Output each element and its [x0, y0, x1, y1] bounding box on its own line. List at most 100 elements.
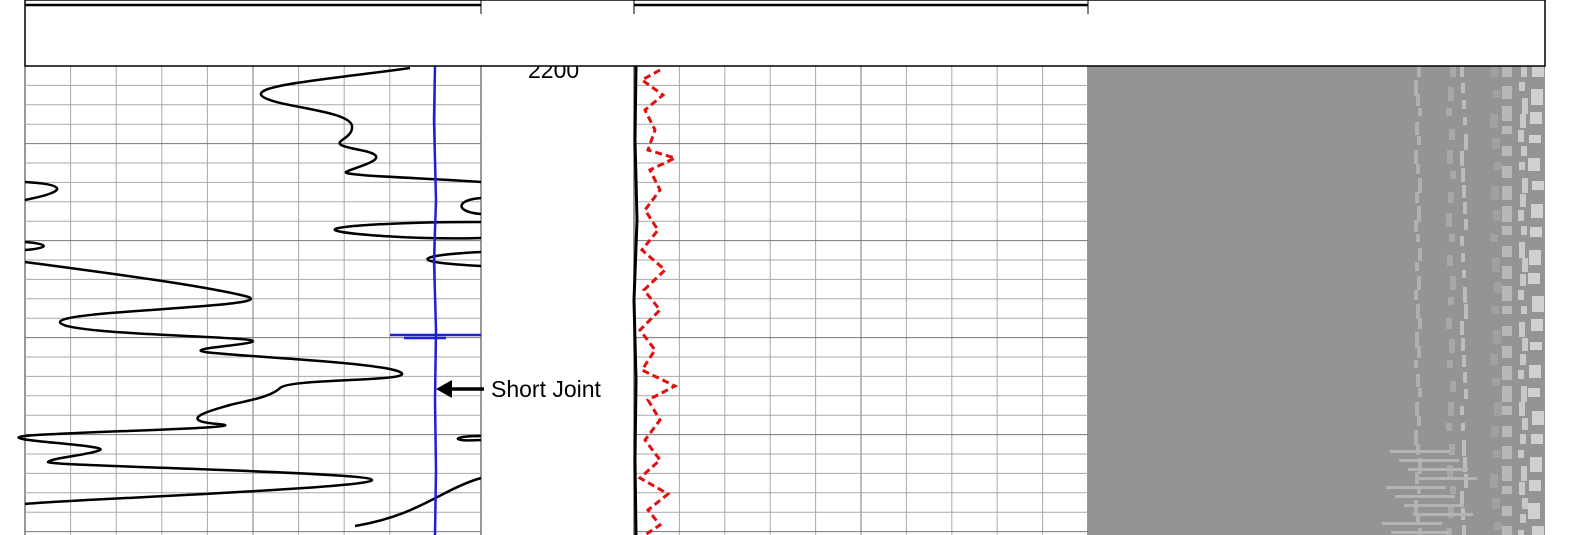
streak — [1462, 185, 1466, 198]
streak — [1464, 219, 1468, 230]
streak — [1502, 506, 1512, 516]
streak — [1530, 342, 1542, 350]
streak — [1521, 306, 1527, 314]
streak — [1493, 210, 1501, 221]
streak — [1460, 321, 1464, 335]
streak — [1522, 418, 1528, 430]
streak — [1520, 354, 1526, 365]
streak — [1450, 276, 1456, 290]
streak — [1502, 526, 1512, 535]
streak — [1520, 274, 1526, 286]
header-box — [25, 0, 1545, 66]
streak — [1520, 514, 1526, 523]
streak — [1463, 287, 1467, 303]
streak — [1521, 386, 1527, 402]
streak — [1415, 402, 1419, 416]
streak — [1502, 66, 1512, 77]
streak — [1529, 135, 1541, 143]
streak — [1446, 108, 1452, 116]
streak — [1490, 474, 1498, 488]
streak — [1531, 89, 1543, 105]
streak — [1491, 66, 1499, 77]
well-log: 2200 Short Joint — [0, 0, 1584, 535]
streak — [1460, 491, 1464, 504]
streak — [1531, 204, 1543, 218]
streak — [1460, 236, 1464, 246]
streak — [1502, 346, 1512, 358]
streak — [1519, 322, 1525, 337]
streak — [1448, 402, 1454, 416]
streak — [1518, 290, 1524, 300]
streak — [1531, 319, 1543, 331]
streak — [1502, 126, 1512, 134]
streak — [1464, 389, 1468, 399]
streak — [1418, 178, 1422, 193]
streak — [1448, 297, 1454, 305]
streak — [1492, 258, 1500, 272]
streak — [1530, 457, 1542, 472]
streak — [1528, 273, 1540, 284]
streak — [1448, 507, 1454, 518]
streak — [1415, 332, 1419, 348]
streak — [1418, 318, 1422, 329]
streak — [1415, 122, 1419, 135]
streak — [1502, 246, 1512, 257]
streak — [1502, 426, 1512, 437]
streak — [1450, 66, 1456, 77]
streak — [1417, 346, 1421, 358]
streak — [1502, 486, 1512, 494]
streak — [1464, 474, 1468, 488]
streak — [1414, 150, 1418, 164]
streak — [1417, 276, 1421, 290]
streak — [1520, 194, 1526, 207]
streak — [1522, 338, 1528, 351]
streak — [1417, 136, 1421, 145]
streak — [1532, 296, 1544, 312]
streak — [1464, 304, 1468, 319]
streak — [1518, 130, 1524, 142]
streak — [1502, 466, 1512, 481]
streak — [1502, 206, 1512, 222]
streak — [1518, 210, 1524, 221]
streak — [1463, 372, 1467, 383]
streak — [1528, 158, 1540, 171]
streak — [1462, 525, 1466, 535]
streak — [1448, 87, 1454, 101]
streak — [1492, 138, 1500, 149]
streak — [1518, 450, 1524, 458]
streak — [1520, 434, 1526, 444]
streak — [1460, 66, 1464, 77]
streak — [1522, 98, 1528, 114]
streak — [1460, 406, 1464, 415]
streak — [1416, 304, 1420, 319]
streak — [1463, 202, 1467, 214]
streak — [1416, 164, 1420, 174]
streak — [1415, 192, 1419, 203]
streak — [1502, 446, 1512, 459]
streak — [1494, 522, 1502, 530]
streak — [1390, 450, 1450, 453]
streak — [1450, 486, 1456, 494]
streak — [1408, 468, 1468, 471]
streak — [1502, 386, 1512, 402]
streak — [1528, 388, 1540, 397]
streak — [1502, 106, 1512, 121]
streak — [1417, 477, 1477, 480]
streak — [1413, 513, 1473, 516]
streak — [1491, 426, 1499, 437]
annotation: Short Joint — [491, 376, 602, 402]
streak — [1417, 206, 1421, 222]
streak — [1522, 178, 1528, 193]
streak — [1502, 266, 1512, 279]
streak — [1518, 530, 1524, 535]
streak — [1493, 450, 1501, 458]
streak — [1461, 338, 1465, 351]
streak — [1416, 444, 1420, 455]
streak — [1386, 486, 1446, 489]
streak — [1532, 526, 1544, 535]
streak — [1519, 482, 1525, 495]
streak — [1502, 306, 1512, 314]
streak — [1418, 108, 1422, 116]
streak — [1519, 162, 1525, 170]
streak — [1529, 480, 1541, 491]
